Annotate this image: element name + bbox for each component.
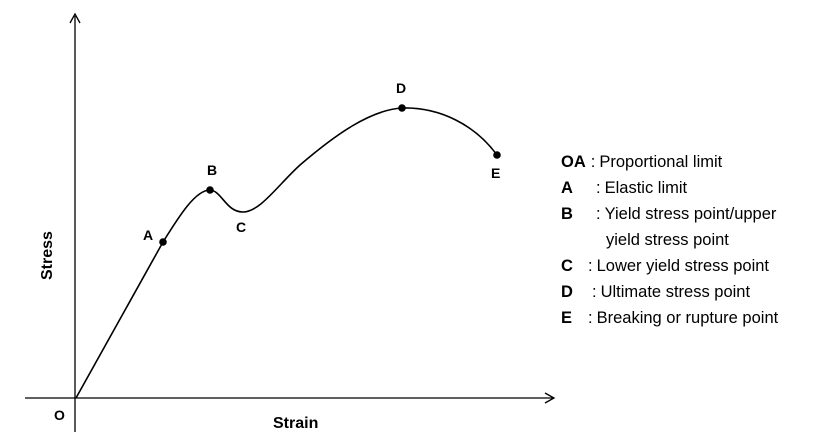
legend-item-c: C: Lower yield stress point <box>561 253 778 279</box>
legend-key: B <box>561 205 573 223</box>
point-a-marker <box>159 238 167 246</box>
legend-text: Proportional limit <box>599 153 723 171</box>
legend-key: D <box>561 283 573 301</box>
point-e-label: E <box>491 165 500 181</box>
y-axis-arrow <box>69 12 81 24</box>
legend-item-oa: OA: Proportional limit <box>561 149 778 175</box>
x-axis-label: Strain <box>273 415 318 432</box>
legend-item-e: E: Breaking or rupture point <box>561 305 778 331</box>
origin-label: O <box>54 407 65 423</box>
legend-text: Ultimate stress point <box>600 283 751 301</box>
legend-item-a: A: Elastic limit <box>561 175 778 201</box>
y-axis-label: Stress <box>39 231 56 280</box>
x-axis-arrow <box>544 392 556 404</box>
legend-text: Elastic limit <box>604 179 688 197</box>
legend-key: OA <box>561 153 586 171</box>
legend-key: E <box>561 309 573 327</box>
stress-strain-curve <box>75 107 498 399</box>
legend-item-d: D: Ultimate stress point <box>561 279 778 305</box>
legend-item-b-continued: yield stress point <box>561 227 778 253</box>
point-e-marker <box>493 151 501 159</box>
legend-key: A <box>561 179 573 197</box>
point-d-marker <box>398 104 406 112</box>
point-c-label: C <box>236 219 246 235</box>
point-b-label: B <box>207 162 217 178</box>
point-b-marker <box>206 186 214 194</box>
legend-item-b: B: Yield stress point/upper <box>561 201 778 227</box>
point-d-label: D <box>396 80 406 96</box>
legend-text: Breaking or rupture point <box>596 309 779 327</box>
legend-key: C <box>561 257 573 275</box>
legend-text: Yield stress point/upper <box>604 205 777 223</box>
legend: OA: Proportional limit A: Elastic limit B:… <box>561 149 778 331</box>
point-a-label: A <box>143 227 153 243</box>
legend-text: Lower yield stress point <box>596 257 770 275</box>
legend-text: yield stress point <box>606 231 729 249</box>
